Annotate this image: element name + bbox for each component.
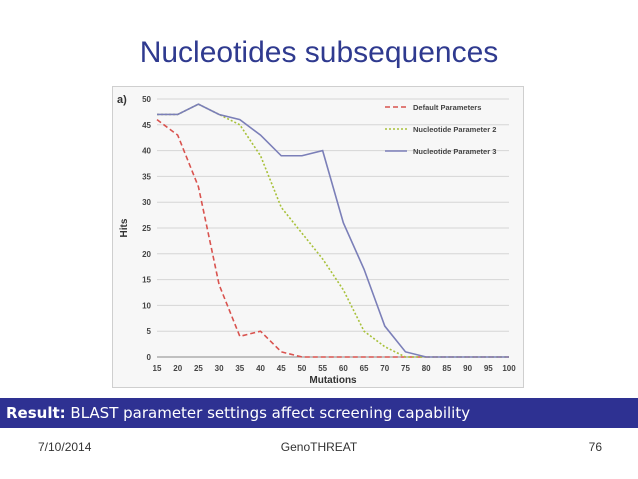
x-tick-label: 55 bbox=[318, 364, 327, 373]
footer-center-text: GenoTHREAT bbox=[280, 440, 358, 454]
x-tick-label: 75 bbox=[401, 364, 410, 373]
y-tick-label: 40 bbox=[142, 147, 151, 156]
series-line-2 bbox=[157, 103, 509, 358]
x-tick-label: 60 bbox=[339, 364, 348, 373]
y-tick-label: 35 bbox=[142, 172, 151, 181]
x-tick-label: 40 bbox=[256, 364, 265, 373]
x-tick-label: 85 bbox=[442, 364, 451, 373]
x-tick-label: 70 bbox=[380, 364, 389, 373]
y-tick-label: 5 bbox=[147, 327, 152, 336]
series-line-3 bbox=[157, 103, 509, 358]
y-axis-label: Hits bbox=[119, 218, 130, 237]
result-banner: Result: BLAST parameter settings affect … bbox=[0, 398, 638, 428]
x-tick-label: 100 bbox=[502, 364, 516, 373]
y-tick-label: 15 bbox=[142, 276, 151, 285]
x-tick-label: 45 bbox=[277, 364, 286, 373]
slide-title: Nucleotides subsequences bbox=[139, 36, 499, 69]
x-tick-label: 25 bbox=[194, 364, 203, 373]
y-tick-label: 25 bbox=[142, 224, 151, 233]
y-tick-label: 30 bbox=[142, 198, 151, 207]
x-tick-label: 15 bbox=[153, 364, 162, 373]
x-tick-label: 20 bbox=[173, 364, 182, 373]
legend-entry-1: Default Parameters bbox=[413, 103, 481, 112]
y-tick-label: 45 bbox=[142, 121, 151, 130]
result-text: BLAST parameter settings affect screenin… bbox=[65, 404, 471, 422]
x-tick-label: 30 bbox=[215, 364, 224, 373]
x-tick-label: 95 bbox=[484, 364, 493, 373]
line-chart: 0 5 10 15 20 25 30 35 40 45 50 15 20 25 30 35 40 45 50 55 60… bbox=[117, 94, 516, 386]
y-tick-label: 20 bbox=[142, 250, 151, 259]
x-tick-label: 80 bbox=[422, 364, 431, 373]
footer-page-number: 76 bbox=[588, 440, 602, 454]
x-tick-label: 90 bbox=[463, 364, 472, 373]
legend-entry-2: Nucleotide Parameter 2 bbox=[413, 125, 496, 134]
footer-date: 7/10/2014 bbox=[38, 440, 92, 454]
x-tick-label: 35 bbox=[235, 364, 244, 373]
x-axis-label: Mutations bbox=[309, 375, 357, 386]
panel-label: a) bbox=[117, 94, 127, 106]
x-tick-label: 65 bbox=[360, 364, 369, 373]
result-label: Result: bbox=[6, 404, 66, 422]
y-tick-label: 10 bbox=[142, 301, 151, 310]
y-tick-label: 50 bbox=[142, 95, 151, 104]
legend-entry-3: Nucleotide Parameter 3 bbox=[413, 147, 496, 156]
y-tick-label: 0 bbox=[147, 353, 152, 362]
x-tick-label: 50 bbox=[297, 364, 306, 373]
chart-frame: 0 5 10 15 20 25 30 35 40 45 50 15 20 25 30 35 40 45 50 55 60… bbox=[112, 86, 524, 388]
